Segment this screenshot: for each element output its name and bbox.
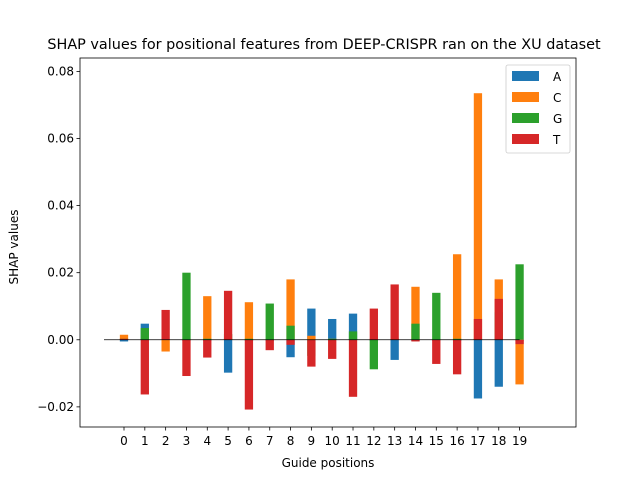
legend-label-C: C (553, 91, 561, 105)
bar-C-2 (161, 339, 170, 352)
bar-T-9 (307, 339, 316, 367)
bar-T-1 (140, 339, 149, 395)
x-tick-label: 5 (224, 434, 232, 448)
bar-T-11 (348, 339, 358, 397)
x-tick-label: 1 (141, 434, 149, 448)
x-tick-label: 13 (387, 434, 402, 448)
bar-G-16 (452, 338, 462, 340)
y-axis-label: SHAP values (7, 210, 21, 285)
bar-G-4 (203, 338, 212, 340)
bar-T-12 (369, 308, 378, 340)
bar-T-10 (328, 339, 337, 359)
y-tick-label: −0.02 (37, 400, 74, 414)
bar-G-8 (286, 325, 295, 340)
bar-T-6 (244, 339, 254, 410)
y-tick-label: 0.04 (47, 199, 74, 213)
bar-T-19 (515, 339, 524, 345)
x-tick-label: 6 (245, 434, 253, 448)
bar-A-11 (348, 313, 358, 340)
bars-layer (119, 93, 524, 410)
bar-A-18 (494, 339, 503, 387)
bar-C-4 (203, 296, 212, 340)
bar-T-5 (223, 290, 233, 340)
chart-title: SHAP values for positional features from… (47, 37, 601, 53)
legend-frame (505, 64, 571, 154)
legend-swatch-G (512, 113, 539, 123)
y-tick-label: 0.02 (47, 266, 74, 280)
bar-A-13 (390, 339, 399, 360)
bar-T-7 (265, 339, 274, 351)
bar-G-19 (515, 264, 524, 340)
legend-label-T: T (552, 133, 561, 147)
bar-T-14 (411, 339, 420, 342)
bar-T-0 (119, 338, 129, 340)
x-tick-label: 12 (366, 434, 381, 448)
bar-C-14 (411, 286, 420, 340)
legend-swatch-T (512, 134, 539, 144)
bar-A-10 (328, 318, 337, 340)
y-tick-label: 0.08 (47, 64, 74, 78)
x-tick-label: 7 (266, 434, 274, 448)
bar-C-8 (286, 279, 295, 340)
x-tick-label: 19 (512, 434, 527, 448)
x-axis-ticks: 0 1 2 3 4 5 6 7 8 9 10 11 12 13 14 15 16 17 18 19 (120, 427, 527, 448)
x-tick-label: 11 (345, 434, 360, 448)
bar-G-12 (369, 339, 378, 370)
x-tick-label: 17 (470, 434, 485, 448)
x-tick-label: 8 (287, 434, 295, 448)
bar-G-15 (432, 292, 441, 340)
bar-G-1 (140, 328, 149, 340)
legend-swatch-A (512, 71, 539, 81)
bar-C-16 (452, 254, 462, 340)
bar-T-18 (494, 298, 503, 340)
bar-C-9 (307, 335, 316, 340)
legend-label-A: A (553, 70, 562, 84)
bar-A-17 (473, 339, 483, 399)
x-tick-label: 15 (429, 434, 444, 448)
bar-A-0 (119, 339, 129, 342)
bar-A-5 (223, 339, 233, 373)
bar-T-4 (203, 339, 212, 358)
x-tick-label: 10 (325, 434, 340, 448)
bar-G-14 (411, 323, 420, 340)
bar-G-6 (244, 338, 254, 340)
x-tick-label: 18 (491, 434, 506, 448)
bar-G-7 (265, 303, 274, 340)
x-tick-label: 14 (408, 434, 423, 448)
y-tick-label: 0.06 (47, 132, 74, 146)
legend-label-G: G (553, 112, 562, 126)
x-tick-label: 16 (449, 434, 464, 448)
x-tick-label: 2 (162, 434, 170, 448)
bar-T-17 (473, 318, 483, 340)
plot-frame (79, 57, 577, 428)
bar-A-9 (307, 308, 316, 340)
bar-C-0 (119, 334, 129, 340)
bar-C-17 (473, 93, 483, 340)
bar-G-10 (328, 338, 337, 340)
bar-G-11 (348, 331, 358, 340)
x-tick-label: 0 (120, 434, 128, 448)
x-tick-label: 9 (308, 434, 316, 448)
bar-A-8 (286, 339, 295, 358)
bar-T-2 (161, 309, 170, 340)
x-tick-label: 3 (183, 434, 191, 448)
bar-T-3 (182, 339, 191, 377)
y-axis-ticks: −0.02 0.00 0.02 0.04 0.06 0.08 (37, 64, 80, 414)
bar-T-13 (390, 284, 399, 340)
x-tick-label: 4 (203, 434, 211, 448)
bar-T-8 (286, 339, 295, 345)
bar-G-3 (182, 272, 191, 340)
y-tick-label: 0.00 (47, 333, 74, 347)
legend-swatch-C (512, 92, 539, 102)
bar-T-15 (432, 339, 441, 364)
bar-C-6 (244, 302, 254, 340)
bar-T-16 (452, 339, 462, 375)
bar-C-19 (515, 339, 524, 385)
x-axis-label: Guide positions (282, 456, 375, 470)
